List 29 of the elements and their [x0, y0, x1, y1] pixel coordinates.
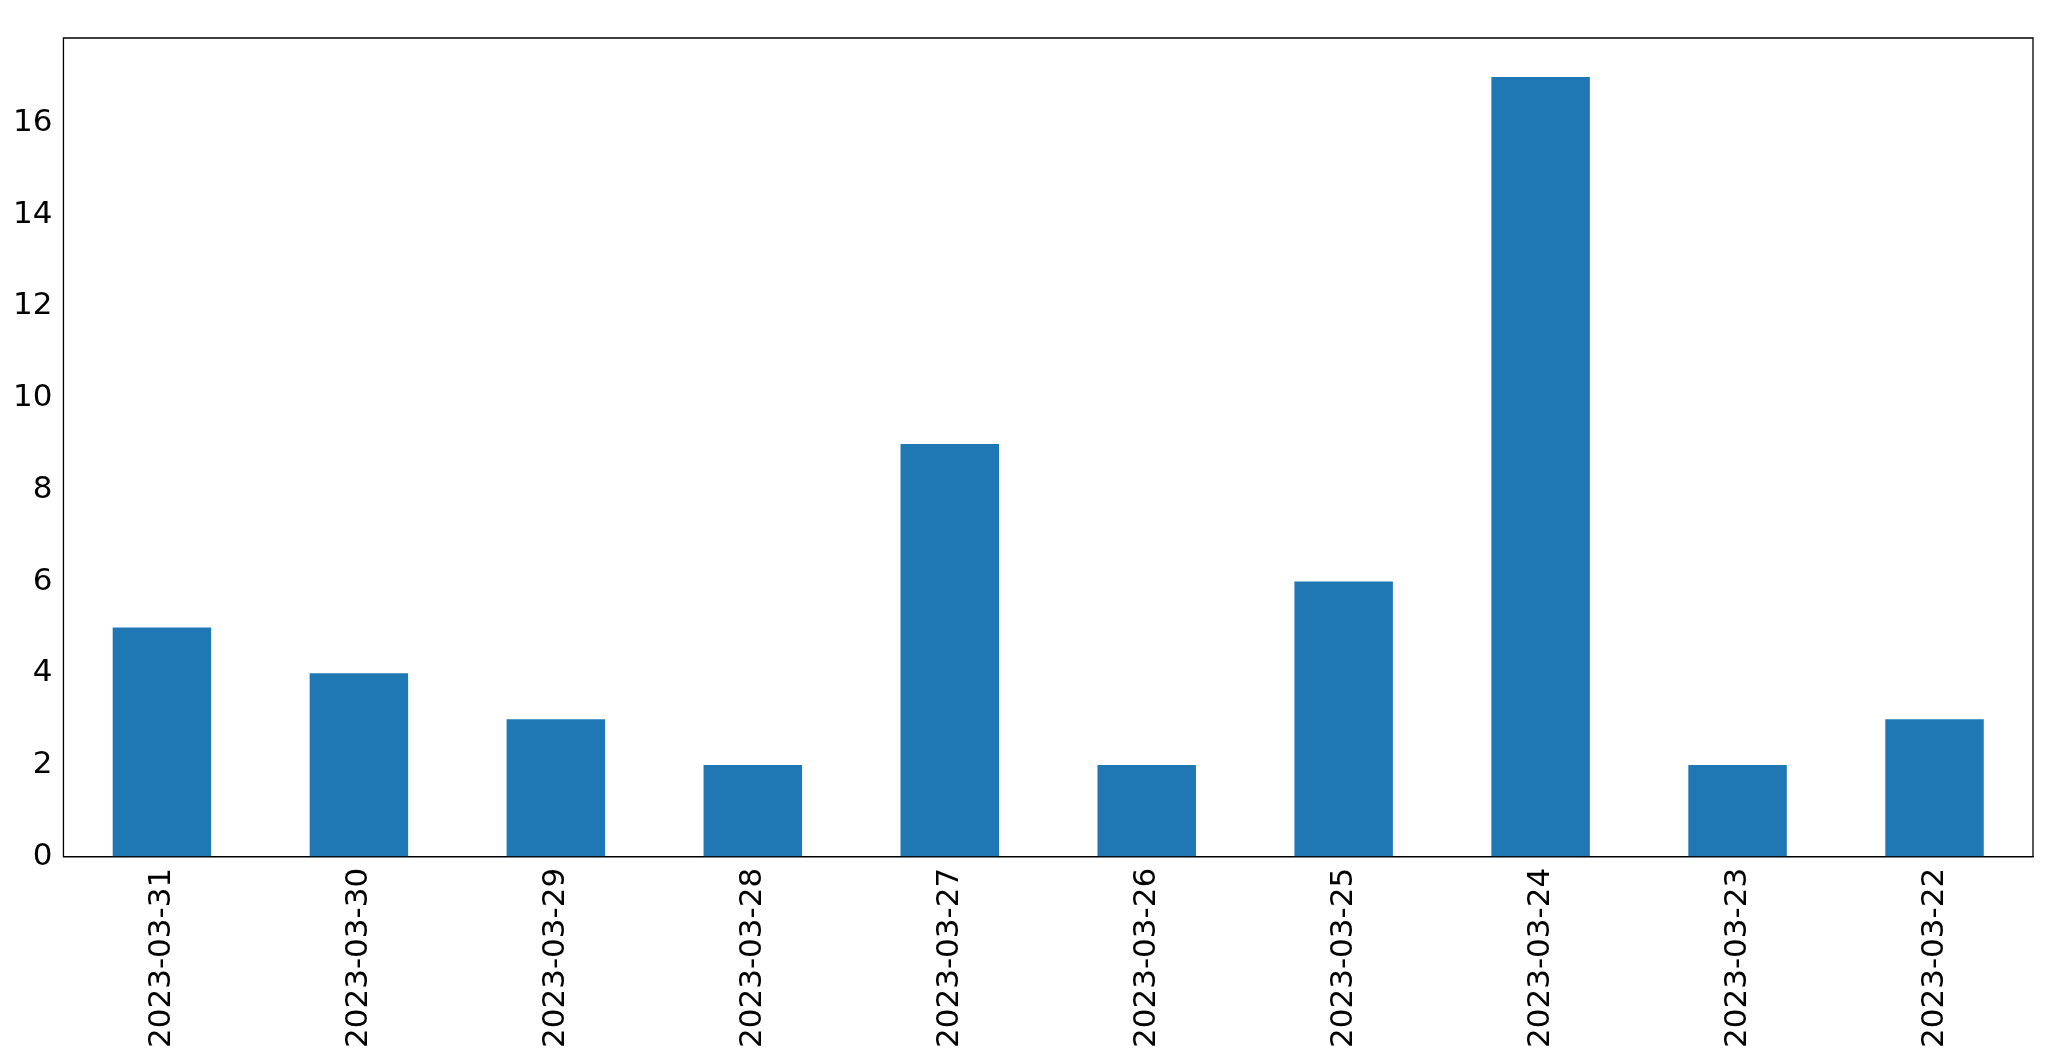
x-tick-label: 2023-03-28: [731, 867, 768, 1049]
y-tick-label: 2: [32, 744, 53, 781]
bar: [506, 719, 606, 857]
y-tick-label: 8: [32, 468, 53, 505]
y-tick-label: 12: [12, 285, 53, 322]
x-tick-label: 2023-03-22: [1913, 867, 1950, 1049]
bar: [703, 765, 803, 857]
x-tick-label: 2023-03-31: [140, 867, 177, 1049]
y-tick-label: 0: [32, 835, 53, 872]
bar: [112, 627, 212, 857]
y-tick-label: 16: [12, 101, 53, 138]
y-tick-label: 4: [32, 652, 53, 689]
bar: [1491, 76, 1590, 857]
x-tick-label: 2023-03-30: [337, 867, 374, 1049]
bar: [309, 673, 409, 857]
x-tick-label: 2023-03-24: [1519, 867, 1556, 1049]
y-tick-label: 6: [32, 560, 53, 597]
bar: [1097, 765, 1196, 857]
bar: [900, 443, 999, 857]
bar: [1688, 765, 1787, 857]
x-tick-label: 2023-03-27: [928, 867, 965, 1049]
bar: [1294, 581, 1393, 857]
x-tick-label: 2023-03-23: [1716, 867, 1753, 1049]
x-tick-label: 2023-03-29: [534, 867, 571, 1049]
x-tick-label: 2023-03-25: [1322, 867, 1359, 1049]
bar: [1885, 719, 1984, 857]
y-tick-label: 14: [12, 193, 53, 230]
y-tick-label: 10: [12, 377, 53, 414]
x-tick-label: 2023-03-26: [1125, 867, 1162, 1049]
